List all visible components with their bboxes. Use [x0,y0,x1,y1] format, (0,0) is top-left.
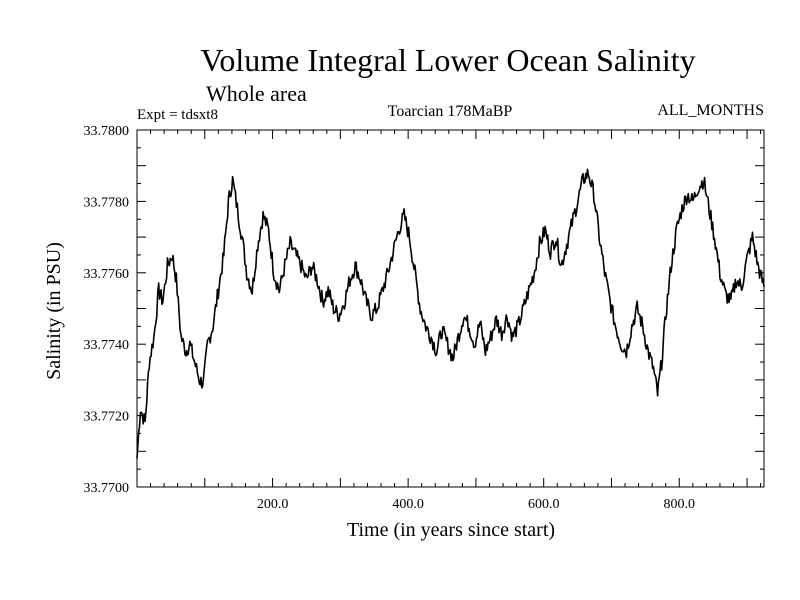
plot-frame [136,129,765,488]
axis-ticks [137,130,764,487]
y-tick-label: 33.7780 [84,195,130,210]
series-line-salinity [136,168,765,459]
months-label: ALL_MONTHS [657,102,764,119]
tick-labels: 200.0 400.0 600.0 800.0 33.7700 33.7720 33.774… [84,124,696,512]
y-tick-label: 33.7720 [84,410,130,425]
x-tick-label: 400.0 [392,497,424,512]
x-axis-label: Time (in years since start) [347,519,555,541]
y-tick-label: 33.7760 [84,267,130,282]
x-tick-label: 800.0 [664,497,696,512]
chart-title: Volume Integral Lower Ocean Salinity [200,42,695,78]
period-label: Toarcian 178MaBP [388,103,513,120]
x-tick-label: 600.0 [528,497,560,512]
x-tick-label: 200.0 [257,497,289,512]
experiment-label: Expt = tdsxt8 [137,107,218,123]
y-tick-label: 33.7740 [84,338,130,353]
y-axis-label: Salinity (in PSU) [43,242,65,380]
y-tick-label: 33.7800 [84,124,130,139]
chart-subtitle: Whole area [206,81,307,106]
y-tick-label: 33.7700 [84,481,130,496]
